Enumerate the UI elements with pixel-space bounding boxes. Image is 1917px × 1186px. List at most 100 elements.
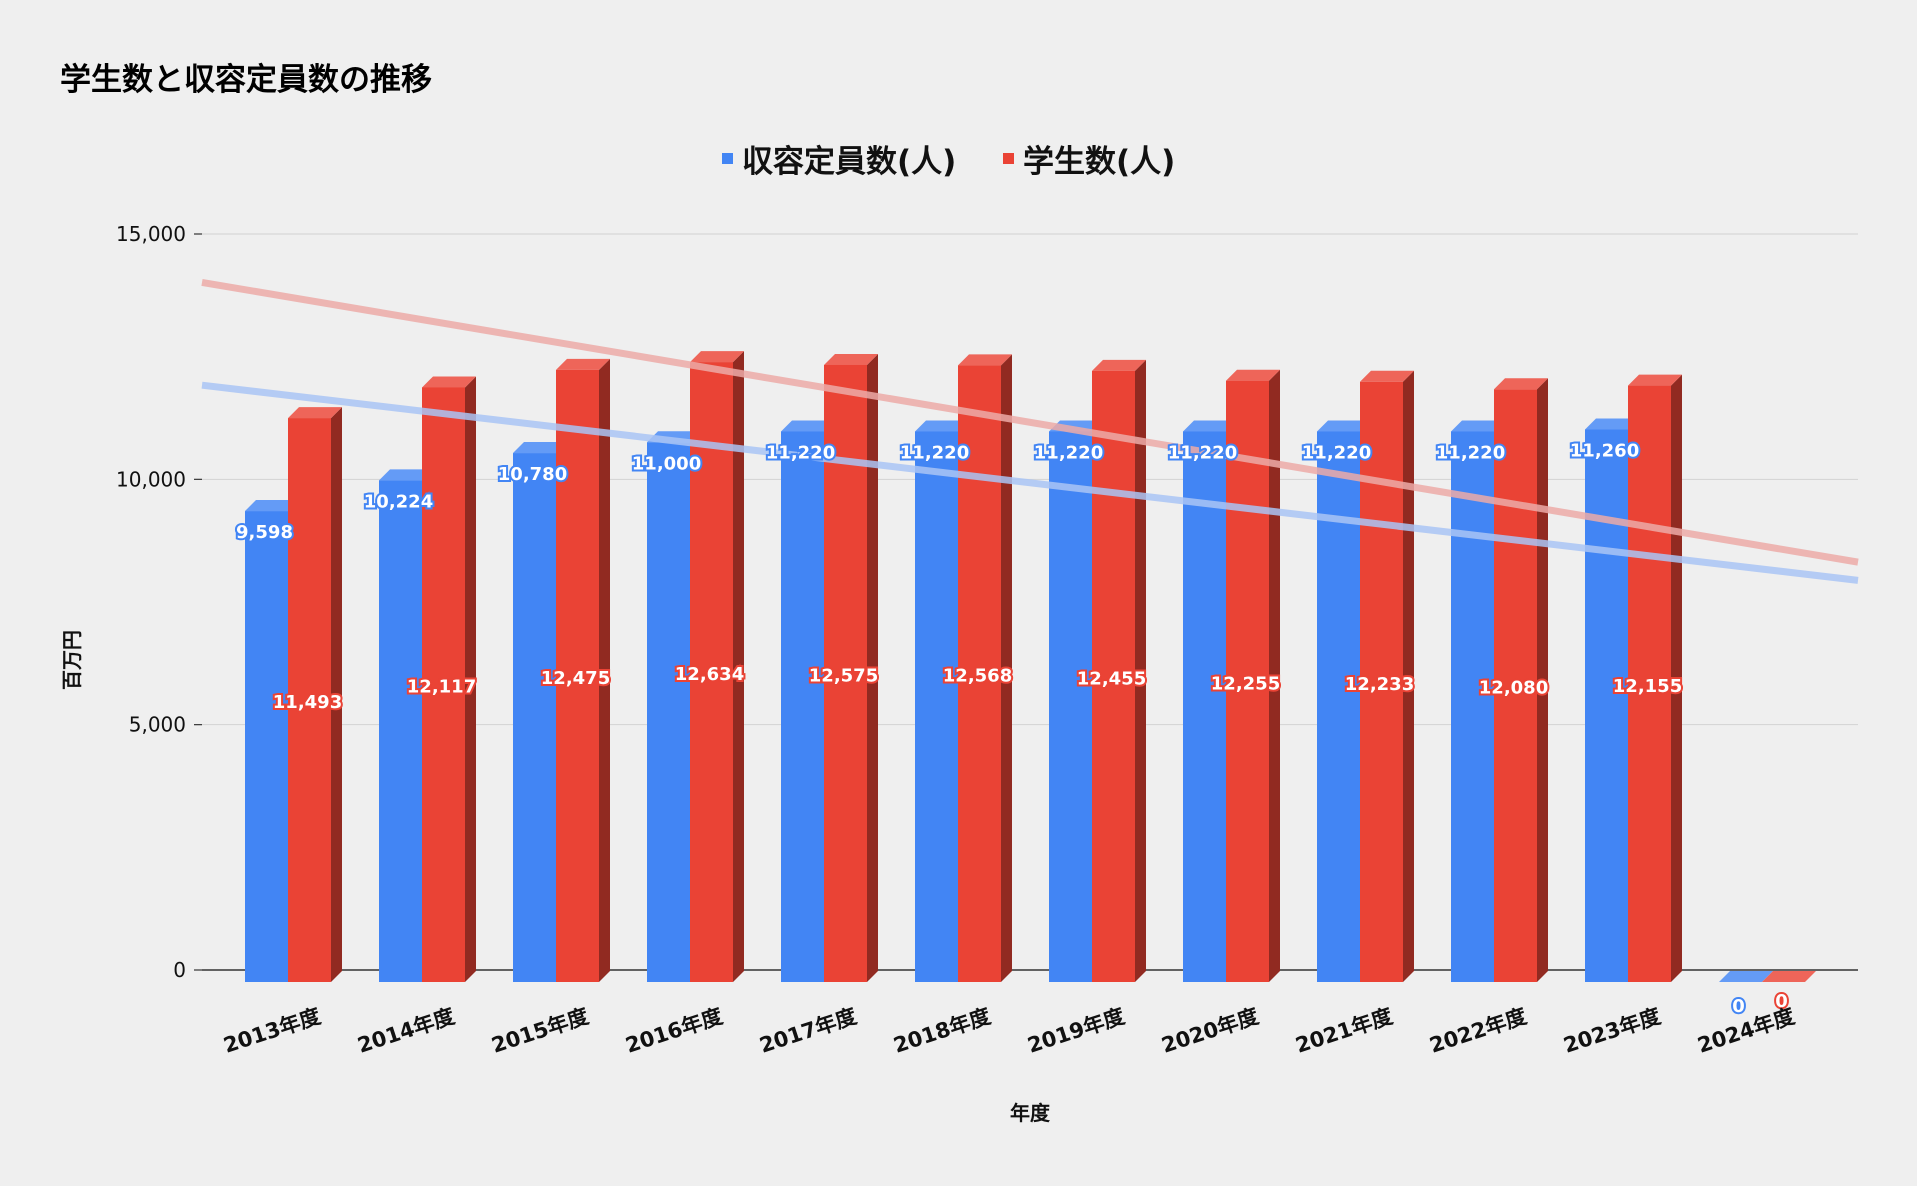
bar-students xyxy=(1494,378,1548,982)
bar-top-face xyxy=(379,469,433,481)
bar-front-face xyxy=(379,480,422,982)
bar-top-face xyxy=(1585,418,1639,430)
bar-capacity xyxy=(1719,971,1773,982)
bar-top-face xyxy=(1183,420,1237,432)
bar-students xyxy=(824,353,878,982)
bar-front-face xyxy=(824,364,867,982)
bar-front-face xyxy=(958,365,1001,982)
x-tick-label: 2016年度 xyxy=(623,1004,726,1058)
bar-students xyxy=(422,376,476,982)
y-tick-label: 15,000 xyxy=(116,222,186,246)
bar-side-face xyxy=(1135,359,1146,983)
data-label-capacity: 10,780 xyxy=(498,464,567,485)
y-tick-label: 5,000 xyxy=(129,713,186,737)
trendline-capacity xyxy=(201,381,1859,584)
y-tick-label: 10,000 xyxy=(116,467,186,491)
bar-top-face xyxy=(1628,374,1682,386)
bar-top-face xyxy=(1092,359,1146,371)
bar-top-face xyxy=(422,376,476,388)
bar-front-face xyxy=(1092,370,1135,983)
bar-students xyxy=(1092,359,1146,983)
data-label-capacity: 9,598 xyxy=(236,522,293,543)
data-label-students: 12,455 xyxy=(1077,668,1146,689)
bar-top-face xyxy=(1719,971,1773,982)
bar-top-face xyxy=(1494,378,1548,390)
data-label-students: 12,475 xyxy=(541,668,610,689)
data-label-capacity: 11,220 xyxy=(1168,442,1237,463)
bar-students xyxy=(556,358,610,983)
data-labels: 9,598 11,493 10,224 12,117 10,780 12,475 11,00… xyxy=(234,439,1790,1019)
bar-front-face xyxy=(556,369,599,983)
bar-side-face xyxy=(1001,354,1012,982)
data-label-capacity: 11,260 xyxy=(1570,441,1639,462)
bar-top-face xyxy=(513,442,567,454)
trendline-students xyxy=(201,278,1859,566)
data-label-capacity: 11,220 xyxy=(1034,442,1103,463)
bar-students xyxy=(1628,374,1682,982)
bar-front-face xyxy=(915,431,958,982)
x-tick-label: 2018年度 xyxy=(891,1004,994,1058)
bar-front-face xyxy=(1494,389,1537,982)
bar-top-face xyxy=(245,500,299,512)
bar-front-face xyxy=(1226,380,1269,982)
bar-front-face xyxy=(781,431,824,982)
bar-front-face xyxy=(513,453,556,982)
bar-side-face xyxy=(733,351,744,982)
data-label-capacity: 0 xyxy=(1732,996,1745,1017)
trendlines xyxy=(201,278,1859,584)
x-tick-label: 2021年度 xyxy=(1293,1004,1396,1058)
bar-front-face xyxy=(1585,429,1628,982)
x-tick-label: 2020年度 xyxy=(1159,1004,1262,1058)
bar-students xyxy=(958,354,1012,982)
y-axis-label: 百万円 xyxy=(60,630,84,690)
legend-label-students: 学生数(人) xyxy=(1023,144,1175,180)
data-label-capacity: 11,220 xyxy=(766,442,835,463)
bar-front-face xyxy=(690,362,733,982)
bar-side-face xyxy=(599,358,610,983)
bar-top-face xyxy=(781,420,835,432)
bar-top-face xyxy=(690,351,744,363)
data-label-students: 12,155 xyxy=(1613,676,1682,697)
x-tick-label: 2013年度 xyxy=(221,1004,324,1058)
x-tick-label: 2017年度 xyxy=(757,1004,860,1058)
data-label-students: 12,080 xyxy=(1479,678,1548,699)
bar-side-face xyxy=(465,376,476,982)
legend-swatch-students xyxy=(1003,153,1014,164)
bar-side-face xyxy=(331,407,342,983)
bar-top-face xyxy=(915,420,969,432)
data-label-students: 11,493 xyxy=(273,692,342,713)
legend-label-capacity: 収容定員数(人) xyxy=(742,144,956,180)
x-axis-ticks: 2013年度 2014年度 2015年度 2016年度 2017年度 2018年度 2019… xyxy=(221,1004,1798,1058)
data-label-students: 12,117 xyxy=(407,677,476,698)
legend: 収容定員数(人) 学生数(人) xyxy=(722,144,1175,180)
x-tick-label: 2019年度 xyxy=(1025,1004,1128,1058)
data-label-capacity: 11,000 xyxy=(632,453,701,474)
x-tick-label: 2015年度 xyxy=(489,1004,592,1058)
x-tick-label: 2024年度 xyxy=(1695,1004,1798,1058)
bar-top-face xyxy=(1762,971,1816,982)
x-axis-label: 年度 xyxy=(1010,1101,1051,1125)
bar-top-face xyxy=(1317,420,1371,432)
bar-side-face xyxy=(1671,374,1682,982)
bar-top-face xyxy=(1451,420,1505,432)
bar-front-face xyxy=(1049,431,1092,982)
data-label-capacity: 11,220 xyxy=(900,442,969,463)
bar-top-face xyxy=(824,353,878,365)
data-label-capacity: 11,220 xyxy=(1302,442,1371,463)
bar-students xyxy=(288,407,342,983)
bar-front-face xyxy=(288,418,331,983)
data-label-students: 12,233 xyxy=(1345,674,1414,695)
bar-front-face xyxy=(245,511,288,982)
bar-top-face xyxy=(556,358,610,370)
data-label-capacity: 10,224 xyxy=(364,491,433,512)
data-label-students: 12,568 xyxy=(943,666,1012,687)
x-tick-label: 2022年度 xyxy=(1427,1004,1530,1058)
bar-front-face xyxy=(1628,385,1671,982)
legend-swatch-capacity xyxy=(722,153,733,164)
y-tick-label: 0 xyxy=(173,958,186,982)
bar-side-face xyxy=(1537,378,1548,982)
bar-top-face xyxy=(1226,369,1280,381)
data-label-students: 12,575 xyxy=(809,665,878,686)
